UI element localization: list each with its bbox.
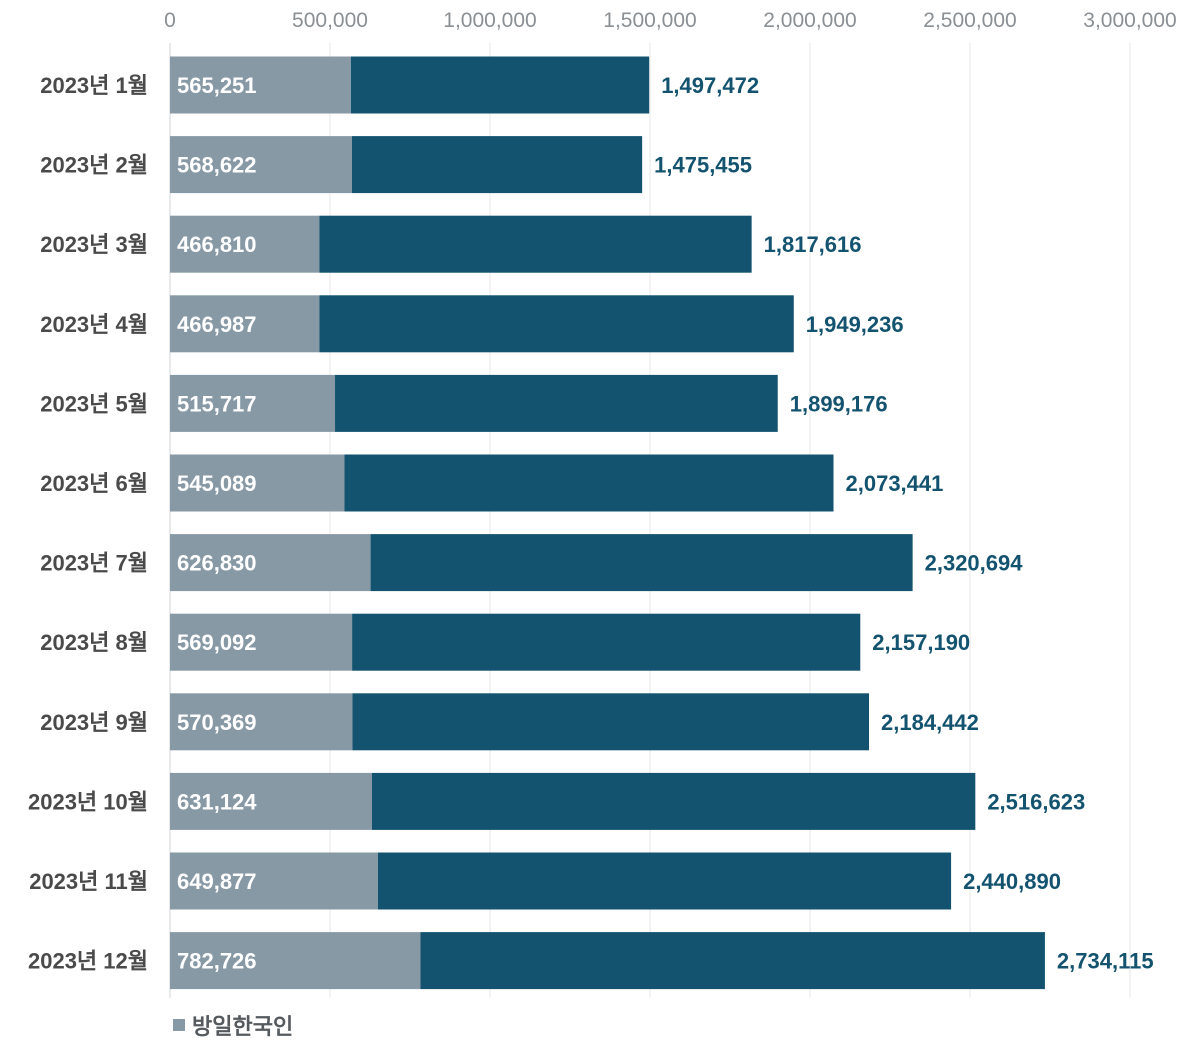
bar-segment-other xyxy=(350,56,650,114)
bar-segment-other xyxy=(351,136,643,194)
category-label: 2023년 8월 xyxy=(40,630,148,655)
bar-segment-other xyxy=(420,932,1045,990)
category-label: 2023년 6월 xyxy=(40,471,148,496)
x-tick-label: 1,000,000 xyxy=(443,9,536,32)
category-label: 2023년 12월 xyxy=(28,949,148,974)
segment-value-label: 466,987 xyxy=(177,312,257,337)
bar-segment-other xyxy=(319,295,794,353)
total-value-label: 1,899,176 xyxy=(790,391,888,416)
x-axis-ticks: 0 500,000 1,000,000 1,500,000 2,000,000 2,500… xyxy=(164,9,1177,32)
total-value-label: 2,320,694 xyxy=(925,551,1024,576)
category-label: 2023년 7월 xyxy=(40,551,148,576)
total-value-label: 2,516,623 xyxy=(987,789,1085,814)
bar-row: 2023년 10월 631,124 2,516,623 xyxy=(28,772,1085,830)
total-value-label: 2,440,890 xyxy=(963,869,1061,894)
bar-segment-other xyxy=(377,852,952,910)
bar-segment-other xyxy=(352,613,861,671)
bar-segment-korean-visitors xyxy=(170,215,320,273)
total-value-label: 1,475,455 xyxy=(654,153,752,178)
category-label: 2023년 9월 xyxy=(40,710,148,735)
category-label: 2023년 10월 xyxy=(28,789,148,814)
segment-value-label: 545,089 xyxy=(177,471,257,496)
x-tick-label: 1,500,000 xyxy=(603,9,696,32)
bar-row: 2023년 2월 568,622 1,475,455 xyxy=(40,136,752,194)
segment-value-label: 649,877 xyxy=(177,869,257,894)
total-value-label: 2,157,190 xyxy=(872,630,970,655)
bar-segment-other xyxy=(344,454,834,512)
bar-segment-korean-visitors xyxy=(170,136,352,194)
bar-segment-korean-visitors xyxy=(170,693,353,751)
bar-row: 2023년 7월 626,830 2,320,694 xyxy=(40,534,1024,592)
x-tick-label: 0 xyxy=(164,9,176,32)
legend-swatch xyxy=(173,1019,185,1031)
segment-value-label: 631,124 xyxy=(177,789,257,814)
segment-value-label: 515,717 xyxy=(177,391,257,416)
bar-segment-other xyxy=(371,772,976,830)
bar-row: 2023년 11월 649,877 2,440,890 xyxy=(29,852,1061,910)
category-label: 2023년 4월 xyxy=(40,312,148,337)
segment-value-label: 466,810 xyxy=(177,232,257,257)
legend: 방일한국인 xyxy=(173,1014,293,1039)
bar-row: 2023년 5월 515,717 1,899,176 xyxy=(40,374,888,432)
category-label: 2023년 3월 xyxy=(40,232,148,257)
bar-segment-korean-visitors xyxy=(170,295,320,353)
bar-segment-korean-visitors xyxy=(170,613,353,671)
bar-segment-other xyxy=(370,534,913,592)
x-tick-label: 2,500,000 xyxy=(923,9,1016,32)
bar-segment-other xyxy=(319,215,752,273)
total-value-label: 1,949,236 xyxy=(806,312,904,337)
category-label: 2023년 1월 xyxy=(40,73,148,98)
bar-segment-korean-visitors xyxy=(170,374,336,432)
bar-row: 2023년 1월 565,251 1,497,472 xyxy=(40,56,759,114)
bar-segment-other xyxy=(335,374,778,432)
bars: 2023년 1월 565,251 1,497,472 2023년 2월 568,622 1… xyxy=(28,56,1154,990)
segment-value-label: 565,251 xyxy=(177,73,257,98)
segment-value-label: 782,726 xyxy=(177,949,257,974)
bar-row: 2023년 8월 569,092 2,157,190 xyxy=(40,613,970,671)
gridlines xyxy=(169,43,1131,998)
bar-segment-korean-visitors xyxy=(170,772,372,830)
bar-segment-korean-visitors xyxy=(170,454,345,512)
segment-value-label: 569,092 xyxy=(177,630,257,655)
total-value-label: 1,817,616 xyxy=(764,232,862,257)
bar-segment-korean-visitors xyxy=(170,932,421,990)
legend-label: 방일한국인 xyxy=(192,1014,293,1039)
total-value-label: 1,497,472 xyxy=(661,73,759,98)
bar-segment-korean-visitors xyxy=(170,56,351,114)
total-value-label: 2,073,441 xyxy=(846,471,944,496)
bar-segment-korean-visitors xyxy=(170,852,378,910)
x-tick-label: 500,000 xyxy=(292,9,368,32)
bar-row: 2023년 4월 466,987 1,949,236 xyxy=(40,295,904,353)
bar-row: 2023년 9월 570,369 2,184,442 xyxy=(40,693,979,751)
bar-segment-other xyxy=(352,693,870,751)
bar-row: 2023년 6월 545,089 2,073,441 xyxy=(40,454,944,512)
x-tick-label: 2,000,000 xyxy=(763,9,856,32)
category-label: 2023년 11월 xyxy=(29,869,148,894)
total-value-label: 2,734,115 xyxy=(1057,949,1154,974)
bar-row: 2023년 12월 782,726 2,734,115 xyxy=(28,932,1154,990)
bar-row: 2023년 3월 466,810 1,817,616 xyxy=(40,215,862,273)
category-label: 2023년 5월 xyxy=(40,391,148,416)
segment-value-label: 570,369 xyxy=(177,710,257,735)
category-label: 2023년 2월 xyxy=(40,153,148,178)
x-tick-label: 3,000,000 xyxy=(1083,9,1176,32)
segment-value-label: 568,622 xyxy=(177,153,257,178)
bar-segment-korean-visitors xyxy=(170,534,371,592)
total-value-label: 2,184,442 xyxy=(881,710,979,735)
segment-value-label: 626,830 xyxy=(177,551,257,576)
